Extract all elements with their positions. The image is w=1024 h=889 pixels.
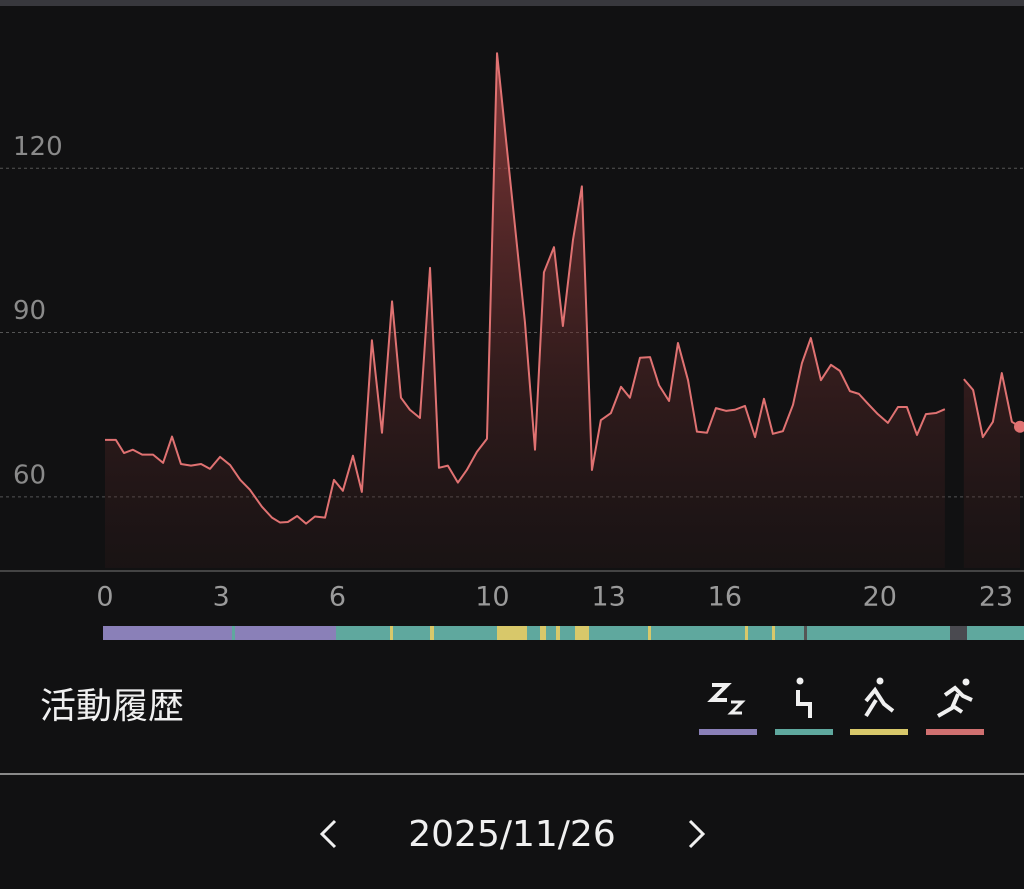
area-fill	[105, 53, 945, 568]
x-tick-label: 3	[213, 582, 230, 613]
walk-icon	[864, 698, 878, 718]
date-label: 2025/11/26	[408, 814, 616, 855]
x-tick-label: 6	[329, 582, 346, 613]
run-icon	[937, 693, 960, 718]
run-icon	[962, 678, 970, 686]
y-tick-label: 120	[13, 132, 63, 162]
heart-rate-chart: 60 90 120 0 3 6 10 13 16 20 23	[0, 52, 1024, 613]
x-tick-label: 10	[475, 582, 509, 613]
sit-icon	[796, 690, 812, 718]
run-icon	[943, 685, 973, 702]
activity-bar	[103, 626, 1024, 640]
walk-icon	[864, 686, 895, 713]
x-tick-label: 20	[863, 582, 897, 613]
legend	[699, 677, 984, 735]
y-tick-label: 60	[13, 460, 46, 490]
next-day-button[interactable]	[688, 819, 706, 849]
y-tick-label: 90	[13, 296, 46, 326]
sit-icon	[796, 677, 804, 685]
section-title: 活動履歴	[40, 686, 184, 727]
sleep-icon	[727, 700, 746, 715]
run-icon	[951, 704, 964, 714]
x-tick-label: 0	[96, 582, 113, 613]
line	[963, 372, 1021, 439]
prev-day-button[interactable]	[319, 819, 337, 849]
sleep-icon	[707, 683, 732, 702]
area-fill	[963, 373, 1021, 568]
x-tick-label: 23	[979, 582, 1013, 613]
line	[105, 52, 946, 525]
current-point	[1014, 420, 1024, 433]
x-tick-label: 16	[708, 582, 742, 613]
x-tick-label: 13	[591, 582, 625, 613]
top-bar	[0, 0, 1024, 6]
walk-icon	[876, 677, 884, 685]
